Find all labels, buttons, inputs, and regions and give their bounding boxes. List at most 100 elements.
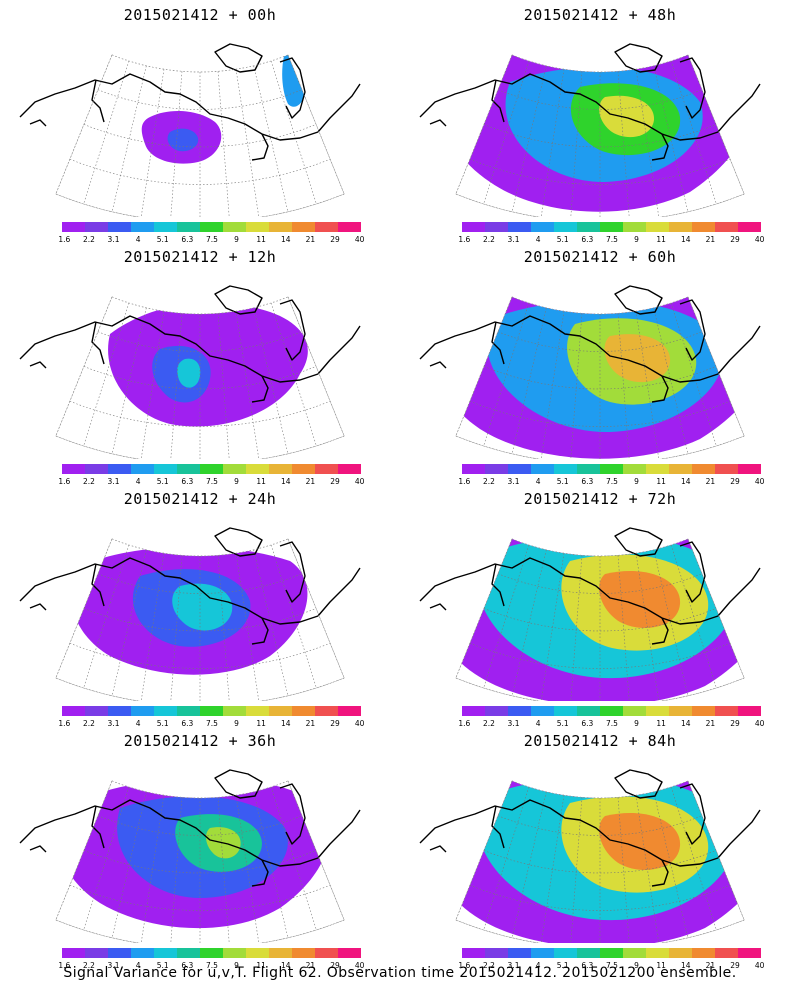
colorbar-swatch bbox=[338, 706, 361, 716]
longitude-line bbox=[111, 549, 147, 696]
longitude-line bbox=[455, 296, 513, 437]
colorbar-swatch bbox=[508, 948, 531, 958]
coastline bbox=[419, 43, 761, 161]
longitude-line bbox=[140, 311, 165, 459]
colorbar-swatch bbox=[715, 222, 738, 232]
panel-title: 2015021412 + 72h bbox=[523, 490, 677, 508]
colorbar-swatch bbox=[669, 706, 692, 716]
variance-field bbox=[71, 546, 308, 675]
colorbar bbox=[462, 222, 761, 232]
colorbar-swatch bbox=[508, 222, 531, 232]
colorbar-swatch bbox=[108, 222, 131, 232]
longitude-line bbox=[217, 797, 230, 943]
colorbar-tick-label: 14 bbox=[281, 961, 291, 970]
colorbar-swatch bbox=[577, 948, 600, 958]
colorbar-tick-label: 1.6 bbox=[58, 477, 71, 486]
variance-contour bbox=[599, 95, 655, 138]
colorbar-ticks: 1.6 2.2 3.1 4 5.1 6.3 7.5 9 11 14 21 29 40 bbox=[52, 719, 372, 729]
coastline-segment bbox=[651, 375, 669, 403]
colorbar-tick-label: 2.2 bbox=[482, 477, 495, 486]
coastline-segment bbox=[279, 541, 306, 603]
coastline-segment bbox=[317, 325, 361, 375]
longitude-line bbox=[670, 544, 717, 689]
colorbar-tick-label: 1.6 bbox=[58, 719, 71, 728]
colorbar-swatch bbox=[292, 706, 315, 716]
latitude-line bbox=[455, 677, 745, 701]
colorbar-ticks: 1.6 2.2 3.1 4 5.1 6.3 7.5 9 11 14 21 29 40 bbox=[52, 477, 372, 487]
colorbar-tick-label: 21 bbox=[305, 477, 316, 486]
colorbar-swatch bbox=[108, 948, 131, 958]
coastline-segment bbox=[419, 315, 719, 383]
longitude-line bbox=[287, 538, 345, 679]
coastline bbox=[419, 527, 761, 645]
colorbar-swatch bbox=[738, 706, 761, 716]
longitude-line bbox=[570, 313, 583, 459]
longitude-line bbox=[483, 786, 530, 931]
colorbar-tick-label: 14 bbox=[281, 719, 291, 728]
colorbar-swatch bbox=[246, 706, 269, 716]
colorbar-swatch bbox=[531, 706, 554, 716]
coastline-segment bbox=[679, 783, 706, 845]
map-boundary bbox=[455, 538, 745, 701]
panel-title: 2015021412 + 24h bbox=[123, 490, 277, 508]
colorbar-tick-label: 40 bbox=[754, 719, 765, 728]
longitude-line bbox=[55, 538, 113, 679]
longitude-line bbox=[540, 69, 565, 217]
coastline-segment bbox=[717, 567, 761, 617]
colorbar-swatch bbox=[715, 948, 738, 958]
colorbar-tick-label: 5.1 bbox=[156, 961, 169, 970]
coastline-segment bbox=[19, 315, 319, 383]
longitude-line bbox=[483, 60, 530, 205]
variance-map bbox=[19, 769, 361, 943]
colorbar-swatch bbox=[646, 464, 669, 474]
coastline-segment bbox=[317, 83, 361, 133]
coastline-segment bbox=[279, 299, 306, 361]
colorbar-tick-label: 1.6 bbox=[58, 961, 71, 970]
colorbar-swatch bbox=[600, 464, 623, 474]
longitude-line bbox=[635, 795, 660, 943]
colorbar-tick-label: 6.3 bbox=[581, 719, 594, 728]
colorbar-tick-label: 29 bbox=[330, 235, 340, 244]
variance-field bbox=[455, 780, 745, 943]
longitude-line bbox=[483, 544, 530, 689]
colorbar-tick-label: 11 bbox=[656, 719, 666, 728]
colorbar-swatch bbox=[177, 464, 200, 474]
colorbar bbox=[462, 464, 761, 474]
longitude-line bbox=[687, 780, 745, 921]
longitude-line bbox=[253, 65, 289, 212]
latitude-line bbox=[455, 193, 745, 217]
graticule bbox=[455, 54, 745, 217]
colorbar-swatch bbox=[154, 706, 177, 716]
latitude-line bbox=[455, 435, 745, 459]
colorbar-swatch bbox=[269, 706, 292, 716]
coastline-segment bbox=[679, 541, 706, 603]
variance-map bbox=[419, 769, 761, 943]
panel-title: 2015021412 + 12h bbox=[123, 248, 277, 266]
forecast-panel: 2015021412 + 48h 1.6 2.2 3.1 4 5.1 6.3 7.5 9 11 14… bbox=[400, 0, 800, 245]
colorbar-tick-label: 29 bbox=[330, 477, 340, 486]
colorbar-tick-label: 14 bbox=[681, 719, 691, 728]
colorbar-tick-label: 6.3 bbox=[581, 477, 594, 486]
colorbar-swatch bbox=[485, 222, 508, 232]
colorbar-tick-label: 6.3 bbox=[181, 961, 194, 970]
colorbar-tick-label: 9 bbox=[634, 235, 639, 244]
colorbar-tick-label: 3.1 bbox=[107, 719, 120, 728]
longitude-line bbox=[617, 555, 630, 701]
longitude-line bbox=[111, 65, 147, 212]
graticule bbox=[55, 296, 345, 459]
colorbar bbox=[462, 948, 761, 958]
colorbar-swatch bbox=[200, 222, 223, 232]
colorbar-ticks: 1.6 2.2 3.1 4 5.1 6.3 7.5 9 11 14 21 29 40 bbox=[52, 961, 372, 971]
colorbar-swatch bbox=[177, 222, 200, 232]
longitude-line bbox=[270, 60, 317, 205]
colorbar-tick-label: 6.3 bbox=[581, 235, 594, 244]
longitude-line bbox=[83, 302, 130, 447]
coastline-segment bbox=[214, 285, 263, 315]
panel-title: 2015021412 + 36h bbox=[123, 732, 277, 750]
coastline bbox=[19, 43, 361, 161]
coastline bbox=[19, 769, 361, 887]
forecast-panel: 2015021412 + 72h 1.6 2.2 3.1 4 5.1 6.3 7.5 9 11 14… bbox=[400, 484, 800, 729]
longitude-line bbox=[217, 71, 230, 217]
longitude-line bbox=[253, 549, 289, 696]
coastline-segment bbox=[491, 79, 505, 123]
